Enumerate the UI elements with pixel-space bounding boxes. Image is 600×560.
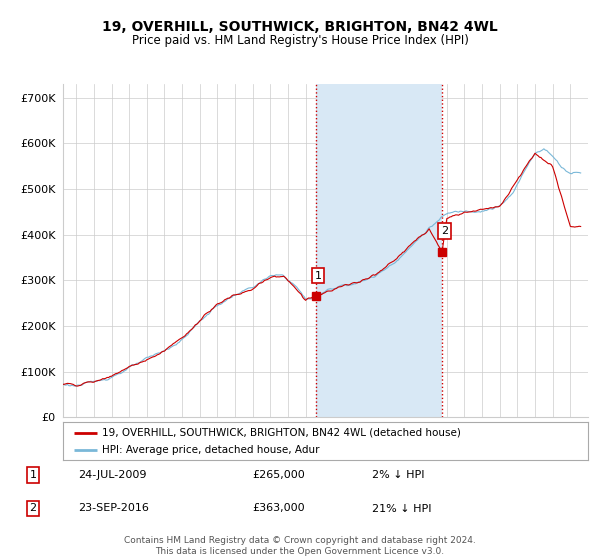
- Text: 2: 2: [29, 503, 37, 514]
- Text: £265,000: £265,000: [252, 470, 305, 480]
- Text: 19, OVERHILL, SOUTHWICK, BRIGHTON, BN42 4WL (detached house): 19, OVERHILL, SOUTHWICK, BRIGHTON, BN42 …: [103, 427, 461, 437]
- Text: Contains HM Land Registry data © Crown copyright and database right 2024.
This d: Contains HM Land Registry data © Crown c…: [124, 536, 476, 556]
- Text: 2% ↓ HPI: 2% ↓ HPI: [372, 470, 425, 480]
- Text: £363,000: £363,000: [252, 503, 305, 514]
- Text: 2: 2: [441, 226, 448, 236]
- Text: 23-SEP-2016: 23-SEP-2016: [78, 503, 149, 514]
- Text: Price paid vs. HM Land Registry's House Price Index (HPI): Price paid vs. HM Land Registry's House …: [131, 34, 469, 46]
- Text: 1: 1: [29, 470, 37, 480]
- Text: 1: 1: [314, 270, 322, 281]
- Text: HPI: Average price, detached house, Adur: HPI: Average price, detached house, Adur: [103, 445, 320, 455]
- Text: 19, OVERHILL, SOUTHWICK, BRIGHTON, BN42 4WL: 19, OVERHILL, SOUTHWICK, BRIGHTON, BN42 …: [102, 20, 498, 34]
- Text: 24-JUL-2009: 24-JUL-2009: [78, 470, 146, 480]
- Text: 21% ↓ HPI: 21% ↓ HPI: [372, 503, 431, 514]
- Bar: [316, 84, 442, 417]
